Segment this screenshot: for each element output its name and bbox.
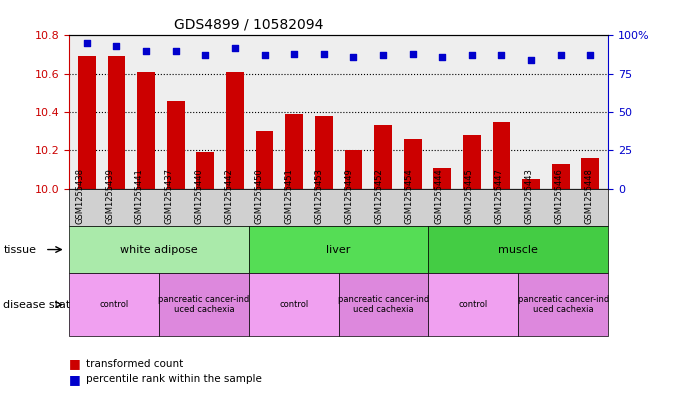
Point [259, 52, 270, 59]
Point [200, 52, 211, 59]
Text: GSM1255446: GSM1255446 [554, 168, 563, 224]
Text: muscle: muscle [498, 244, 538, 255]
Text: GSM1255449: GSM1255449 [345, 168, 354, 224]
Text: GSM1255445: GSM1255445 [464, 168, 473, 224]
Point [82, 40, 93, 46]
Text: GSM1255454: GSM1255454 [404, 168, 413, 224]
Text: GSM1255453: GSM1255453 [314, 168, 323, 224]
Text: GDS4899 / 10582094: GDS4899 / 10582094 [174, 18, 323, 32]
Text: pancreatic cancer-ind
uced cachexia: pancreatic cancer-ind uced cachexia [518, 295, 609, 314]
Bar [493, 121, 511, 189]
Bar [285, 114, 303, 189]
Point [437, 54, 448, 60]
Text: GSM1255444: GSM1255444 [435, 168, 444, 224]
Text: GSM1255450: GSM1255450 [255, 168, 264, 224]
Bar [552, 164, 569, 189]
Text: control: control [100, 300, 129, 309]
Text: tissue: tissue [3, 244, 37, 255]
Text: control: control [279, 300, 308, 309]
Text: ■: ■ [69, 357, 81, 370]
Bar [108, 57, 125, 189]
Text: GSM1255437: GSM1255437 [165, 168, 174, 224]
Point [229, 44, 240, 51]
Text: disease state: disease state [3, 299, 77, 310]
Bar [78, 57, 96, 189]
Text: pancreatic cancer-ind
uced cachexia: pancreatic cancer-ind uced cachexia [338, 295, 429, 314]
Point [496, 52, 507, 59]
Point [407, 51, 418, 57]
Point [319, 51, 330, 57]
Text: GSM1255451: GSM1255451 [285, 168, 294, 224]
Text: ■: ■ [69, 373, 81, 386]
Bar [138, 72, 155, 189]
Text: GSM1255438: GSM1255438 [75, 168, 84, 224]
Point [466, 52, 477, 59]
Text: GSM1255448: GSM1255448 [584, 168, 593, 224]
Bar [463, 135, 481, 189]
Point [555, 52, 566, 59]
Bar [374, 125, 392, 189]
Point [289, 51, 300, 57]
Bar [226, 72, 244, 189]
Bar [522, 179, 540, 189]
Text: GSM1255439: GSM1255439 [105, 168, 114, 224]
Text: transformed count: transformed count [86, 358, 184, 369]
Text: percentile rank within the sample: percentile rank within the sample [86, 374, 263, 384]
Text: GSM1255447: GSM1255447 [494, 168, 503, 224]
Bar [404, 139, 422, 189]
Text: GSM1255452: GSM1255452 [375, 168, 384, 224]
Bar [256, 131, 274, 189]
Point [348, 54, 359, 60]
Text: GSM1255441: GSM1255441 [135, 168, 144, 224]
Point [170, 48, 181, 54]
Point [111, 43, 122, 49]
Text: GSM1255440: GSM1255440 [195, 168, 204, 224]
Text: GSM1255442: GSM1255442 [225, 168, 234, 224]
Bar [315, 116, 332, 189]
Bar [167, 101, 184, 189]
Text: pancreatic cancer-ind
uced cachexia: pancreatic cancer-ind uced cachexia [158, 295, 249, 314]
Point [526, 57, 537, 63]
Text: control: control [459, 300, 488, 309]
Text: GSM1255443: GSM1255443 [524, 168, 533, 224]
Point [377, 52, 388, 59]
Text: white adipose: white adipose [120, 244, 198, 255]
Bar [345, 151, 362, 189]
Bar [196, 152, 214, 189]
Point [585, 52, 596, 59]
Bar [433, 167, 451, 189]
Text: liver: liver [326, 244, 351, 255]
Bar [581, 158, 599, 189]
Point [140, 48, 151, 54]
